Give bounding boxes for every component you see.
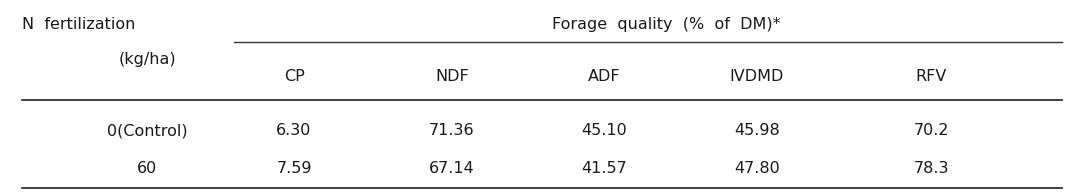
Text: 60: 60 [137,161,157,176]
Text: 70.2: 70.2 [914,123,949,138]
Text: N  fertilization: N fertilization [22,17,135,32]
Text: 71.36: 71.36 [429,123,475,138]
Text: Forage  quality  (%  of  DM)*: Forage quality (% of DM)* [552,17,781,32]
Text: 7.59: 7.59 [277,161,311,176]
Text: CP: CP [283,69,305,84]
Text: 45.10: 45.10 [582,123,627,138]
Text: 78.3: 78.3 [914,161,949,176]
Text: 0(Control): 0(Control) [107,123,187,138]
Text: 6.30: 6.30 [277,123,311,138]
Text: 67.14: 67.14 [429,161,475,176]
Text: (kg/ha): (kg/ha) [119,52,175,67]
Text: ADF: ADF [588,69,621,84]
Text: RFV: RFV [916,69,946,84]
Text: 47.80: 47.80 [734,161,780,176]
Text: NDF: NDF [436,69,468,84]
Text: IVDMD: IVDMD [730,69,784,84]
Text: 45.98: 45.98 [734,123,780,138]
Text: 41.57: 41.57 [582,161,627,176]
